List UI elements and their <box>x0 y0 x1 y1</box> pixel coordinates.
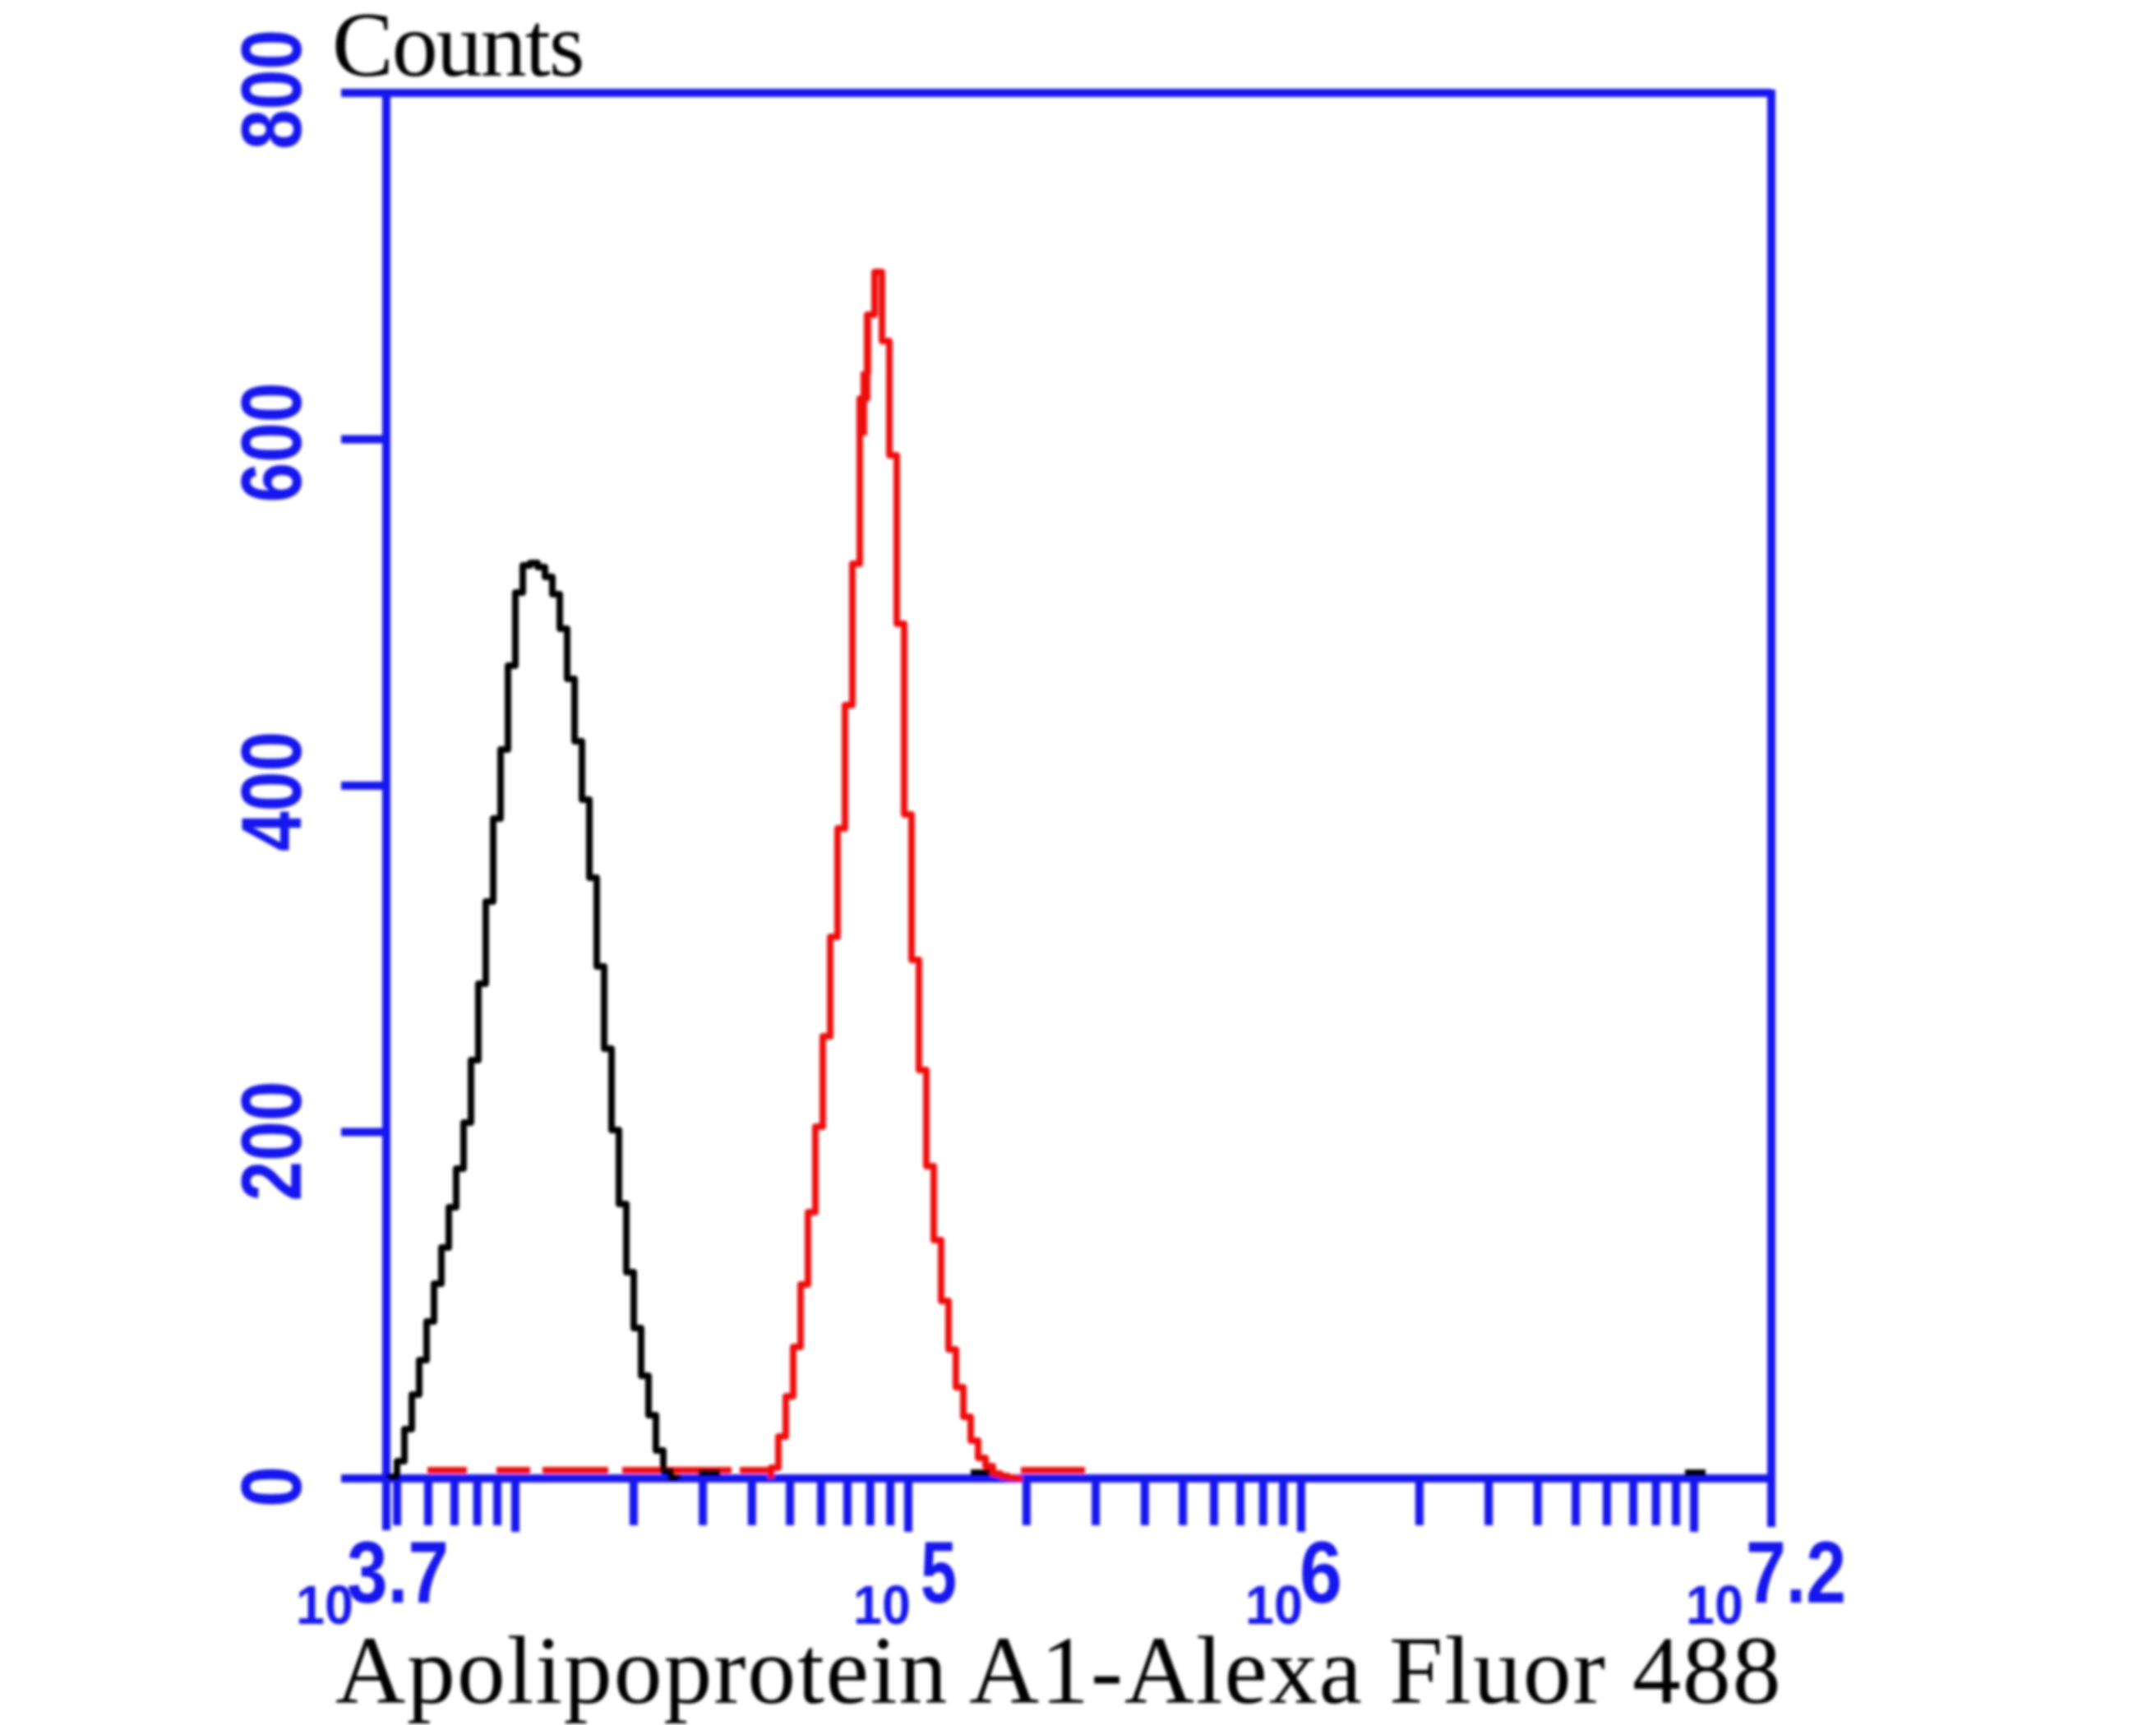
svg-text:Counts: Counts <box>332 0 583 96</box>
svg-text:3.7: 3.7 <box>347 1523 449 1621</box>
svg-text:800: 800 <box>224 30 320 150</box>
svg-text:5: 5 <box>921 1523 957 1621</box>
svg-text:10: 10 <box>296 1575 353 1636</box>
svg-text:7.2: 7.2 <box>1746 1523 1846 1621</box>
svg-text:400: 400 <box>224 731 320 851</box>
svg-text:200: 200 <box>224 1082 320 1202</box>
svg-text:6: 6 <box>1300 1523 1342 1621</box>
svg-text:10: 10 <box>1686 1575 1743 1636</box>
svg-text:0: 0 <box>224 1466 320 1507</box>
svg-text:600: 600 <box>224 383 320 503</box>
svg-text:Apolipoprotein A1-Alexa Fluor: Apolipoprotein A1-Alexa Fluor 488 <box>335 1617 1782 1724</box>
svg-text:10: 10 <box>853 1575 911 1636</box>
svg-text:10: 10 <box>1245 1575 1303 1636</box>
